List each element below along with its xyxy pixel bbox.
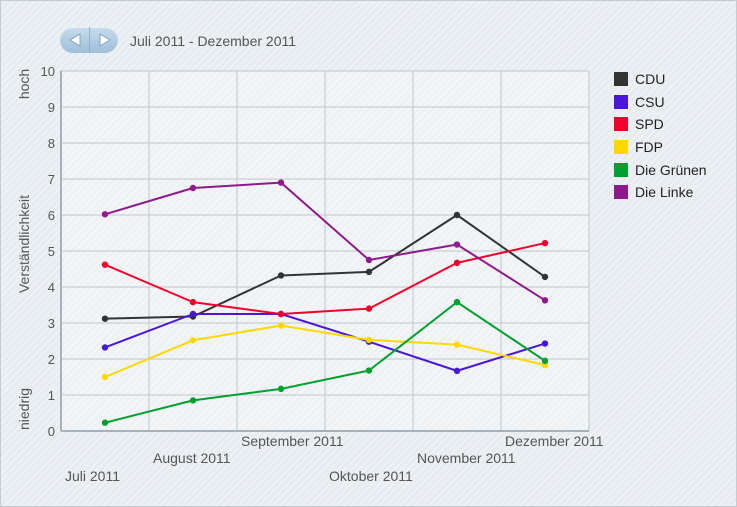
data-point [453, 259, 461, 267]
legend-label: FDP [635, 139, 663, 156]
data-point [365, 367, 373, 374]
legend-item[interactable]: Die Linke [614, 181, 707, 204]
data-point [101, 344, 109, 351]
data-point [101, 419, 109, 426]
data-point [189, 337, 197, 344]
data-point [541, 340, 549, 347]
data-point [189, 397, 197, 404]
legend: CDU CSU SPD FDP Die Grünen Die Linke [614, 68, 707, 204]
data-point [453, 241, 461, 248]
triangle-left-icon [68, 33, 80, 47]
data-point [453, 298, 461, 306]
data-point [365, 336, 373, 344]
x-tick-label: November 2011 [417, 450, 516, 466]
data-point [277, 385, 285, 393]
y-tick-label: 5 [48, 244, 55, 259]
data-point [101, 315, 109, 322]
data-point [453, 367, 461, 375]
legend-label: CSU [635, 93, 665, 110]
y-tick-label: 9 [48, 100, 55, 115]
data-point [277, 179, 285, 186]
legend-swatch [614, 72, 628, 87]
y-tick-label: 8 [48, 136, 55, 151]
legend-swatch [614, 162, 628, 177]
y-tick-label: 3 [48, 316, 55, 331]
legend-swatch [614, 94, 628, 109]
data-point [541, 357, 549, 364]
x-tick-label: Juli 2011 [65, 468, 120, 484]
data-point [365, 268, 373, 276]
legend-swatch [614, 140, 628, 155]
data-point [541, 273, 549, 281]
data-point [101, 373, 109, 381]
data-point [189, 310, 197, 318]
legend-label: SPD [635, 116, 664, 133]
series-line [104, 324, 546, 378]
y-axis-title: Verständlichkeit [16, 195, 32, 293]
data-point [189, 184, 197, 192]
data-point [277, 272, 285, 279]
data-point [365, 305, 373, 312]
y-tick-label: 4 [48, 280, 55, 295]
data-point [541, 239, 549, 247]
y-tick-label: 2 [48, 352, 55, 367]
period-label: Juli 2011 - Dezember 2011 [130, 33, 297, 49]
data-point [277, 310, 285, 318]
y-tick-label: 7 [48, 172, 55, 187]
data-point [453, 211, 461, 219]
legend-swatch [614, 117, 628, 132]
legend-item[interactable]: CSU [614, 91, 707, 114]
legend-item[interactable]: CDU [614, 68, 707, 91]
series-line [104, 214, 546, 320]
x-tick-label: Dezember 2011 [505, 433, 604, 449]
legend-label: Die Linke [635, 184, 694, 201]
series-line [104, 181, 546, 302]
data-point [277, 322, 285, 329]
next-period-button[interactable] [89, 27, 119, 53]
prev-period-button[interactable] [60, 27, 89, 53]
series-line [104, 301, 546, 424]
series-line [104, 242, 546, 315]
y-axis-low-label: niedrig [16, 388, 32, 430]
data-point [541, 297, 549, 304]
data-point [453, 341, 461, 348]
y-tick-label: 1 [48, 388, 55, 403]
legend-swatch [614, 185, 628, 200]
y-tick-label: 6 [48, 208, 55, 223]
legend-item[interactable]: FDP [614, 136, 707, 159]
series-line [104, 313, 546, 372]
y-tick-label: 0 [48, 424, 55, 439]
data-point [101, 211, 109, 218]
y-tick-label: 10 [41, 64, 55, 79]
data-point [189, 298, 197, 306]
data-point [101, 261, 109, 268]
x-tick-label: Oktober 2011 [329, 468, 413, 484]
data-point [365, 256, 373, 264]
period-navigation [60, 27, 118, 53]
legend-item[interactable]: SPD [614, 113, 707, 136]
legend-label: CDU [635, 71, 666, 88]
legend-label: Die Grünen [635, 161, 707, 178]
triangle-right-icon [99, 33, 111, 47]
x-tick-label: September 2011 [241, 433, 344, 449]
x-tick-label: August 2011 [153, 450, 231, 466]
y-axis-high-label: hoch [16, 69, 32, 99]
legend-item[interactable]: Die Grünen [614, 158, 707, 181]
